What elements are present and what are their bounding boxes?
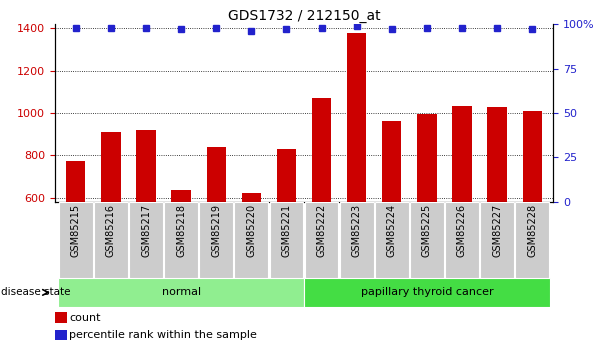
Text: GSM85218: GSM85218 — [176, 204, 186, 257]
Bar — [347, 33, 366, 325]
Bar — [59, 202, 92, 278]
Bar — [241, 193, 261, 325]
Bar — [58, 278, 304, 307]
Bar — [304, 278, 550, 307]
Bar — [516, 202, 549, 278]
Bar — [136, 130, 156, 325]
Text: GSM85225: GSM85225 — [422, 204, 432, 257]
Bar — [480, 202, 514, 278]
Bar — [445, 202, 479, 278]
Title: GDS1732 / 212150_at: GDS1732 / 212150_at — [227, 9, 381, 23]
Text: GSM85223: GSM85223 — [351, 204, 362, 257]
Text: count: count — [69, 313, 101, 323]
Text: GSM85216: GSM85216 — [106, 204, 116, 257]
Bar — [164, 202, 198, 278]
Text: GSM85221: GSM85221 — [282, 204, 291, 257]
Bar — [452, 106, 472, 325]
Text: GSM85228: GSM85228 — [527, 204, 537, 257]
Bar — [277, 149, 296, 325]
Bar — [312, 98, 331, 325]
Bar — [305, 202, 339, 278]
Bar — [171, 190, 191, 325]
Bar — [66, 160, 86, 325]
Bar — [129, 202, 163, 278]
Text: GSM85220: GSM85220 — [246, 204, 257, 257]
Bar — [207, 147, 226, 325]
Bar — [340, 202, 373, 278]
Bar — [417, 114, 437, 325]
Text: GSM85226: GSM85226 — [457, 204, 467, 257]
Text: percentile rank within the sample: percentile rank within the sample — [69, 330, 257, 340]
Bar — [375, 202, 409, 278]
Bar — [199, 202, 233, 278]
Bar — [55, 312, 67, 323]
Text: GSM85227: GSM85227 — [492, 204, 502, 257]
Bar — [382, 121, 401, 325]
Text: disease state: disease state — [1, 287, 70, 297]
Bar — [94, 202, 128, 278]
Bar — [55, 330, 67, 341]
Text: GSM85219: GSM85219 — [211, 204, 221, 257]
Text: GSM85224: GSM85224 — [387, 204, 397, 257]
Bar — [488, 107, 506, 325]
Bar — [102, 132, 120, 325]
Text: papillary thyroid cancer: papillary thyroid cancer — [361, 287, 493, 297]
Text: GSM85215: GSM85215 — [71, 204, 81, 257]
Text: normal: normal — [162, 287, 201, 297]
Bar — [269, 202, 303, 278]
Bar — [522, 111, 542, 325]
Bar — [410, 202, 444, 278]
Text: GSM85217: GSM85217 — [141, 204, 151, 257]
Text: GSM85222: GSM85222 — [317, 204, 326, 257]
Bar — [235, 202, 268, 278]
